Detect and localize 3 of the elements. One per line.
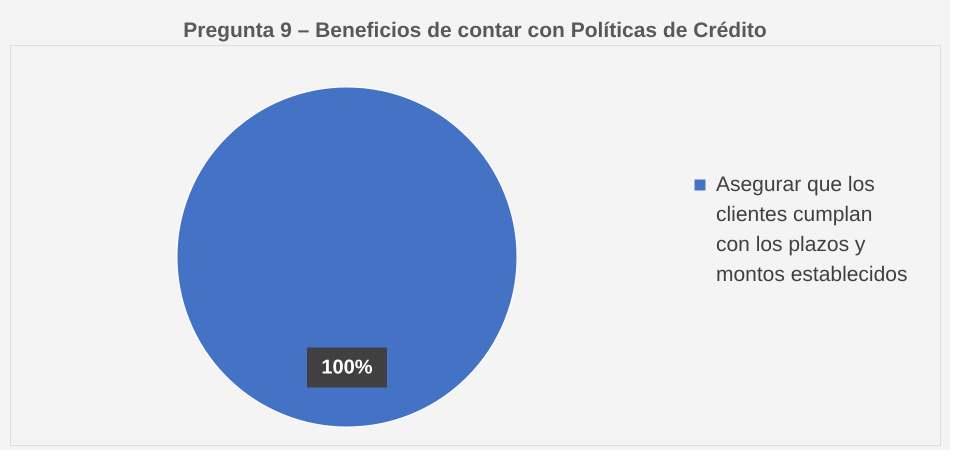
data-label: 100%	[321, 356, 373, 378]
legend-label: Asegurar que los clientes cumplan con los plazos y montos establecidos	[716, 173, 908, 286]
chart-title: Pregunta 9 – Beneficios de contar con Políticas de Crédito	[183, 19, 767, 42]
